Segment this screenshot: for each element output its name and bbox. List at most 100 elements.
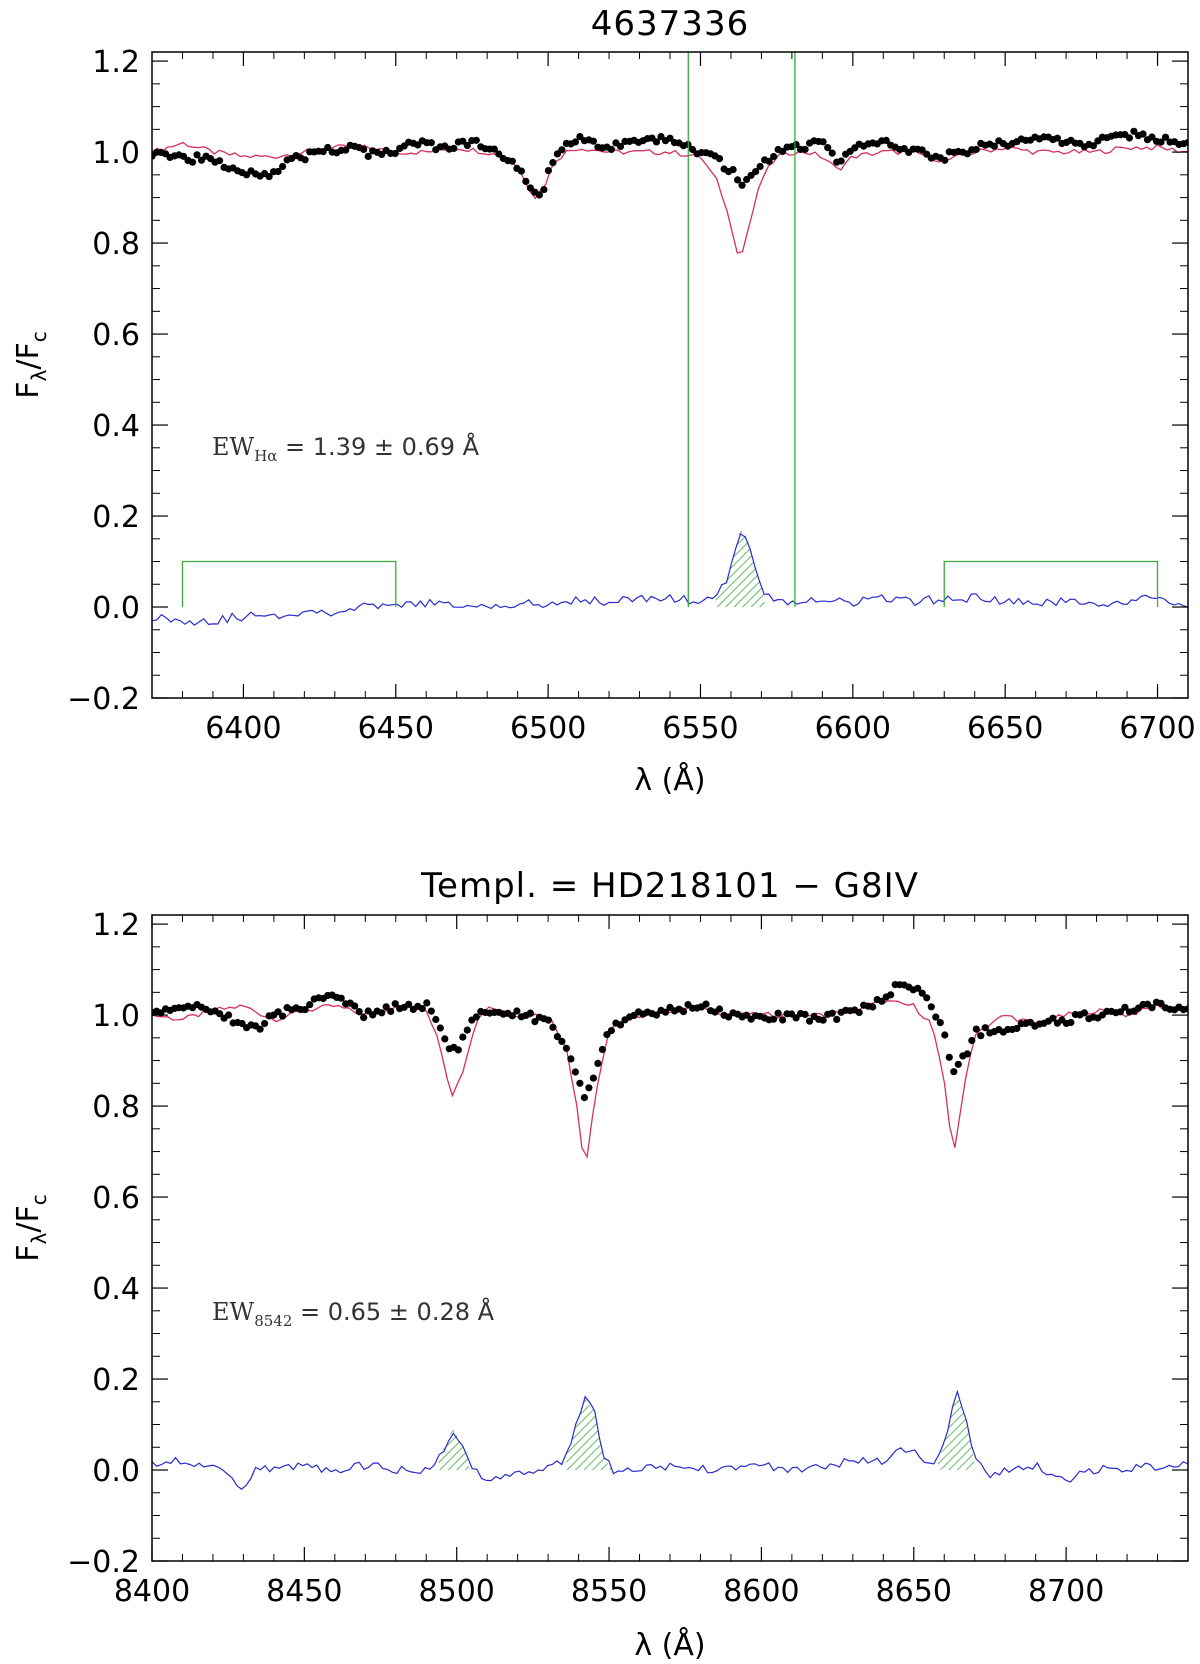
panel-1-y-axis-title: Fλ/Fc xyxy=(11,331,51,398)
observed-data-point xyxy=(1184,139,1188,147)
residual-spectrum-line xyxy=(152,532,1188,626)
panel-2-y-axis-title: Fλ/Fc xyxy=(11,1194,51,1261)
observed-data-point xyxy=(567,1055,575,1063)
observed-data-point xyxy=(382,1003,390,1011)
observed-data-point xyxy=(806,1017,814,1025)
observed-data-point xyxy=(616,1021,625,1029)
observed-data-point xyxy=(950,1068,958,1076)
observed-data-point xyxy=(770,152,778,161)
observed-data-point xyxy=(734,176,742,184)
y-tick-label: 1.2 xyxy=(92,908,140,943)
observed-data-point xyxy=(887,991,895,999)
observed-data-point xyxy=(544,167,553,175)
observed-data-point xyxy=(463,1026,471,1034)
observed-data-point xyxy=(725,1013,733,1021)
panel-1-ticks: 6400 6450 6500 6550 6600 6650 6700 −0.2 0.0 0.2 0.… xyxy=(67,45,1196,746)
panel-2-plot-area xyxy=(152,981,1188,1490)
y-tick-label: 0.6 xyxy=(92,1181,140,1216)
observed-data-point xyxy=(495,150,503,158)
observed-data-point xyxy=(355,1008,363,1016)
observed-data-point xyxy=(752,168,760,176)
x-tick-label: 8500 xyxy=(419,1574,495,1609)
observed-data-point xyxy=(765,157,773,165)
observed-data-point xyxy=(418,1005,426,1013)
observed-data-point xyxy=(972,1025,980,1033)
observed-data-point xyxy=(531,1018,539,1026)
observed-data-point xyxy=(517,167,526,175)
observed-data-point xyxy=(526,184,535,192)
observed-data-point xyxy=(1049,1014,1057,1022)
y-tick-label: 0.2 xyxy=(92,1363,140,1398)
observed-data-point xyxy=(743,175,751,184)
observed-data-point xyxy=(589,137,598,145)
observed-data-point xyxy=(387,1007,395,1016)
observed-data-point xyxy=(1067,1018,1075,1027)
observed-data-point xyxy=(1148,133,1156,141)
observed-data-point xyxy=(342,146,350,154)
observed-data-point xyxy=(508,157,516,165)
observed-data-point xyxy=(661,1008,670,1016)
observed-data-point xyxy=(225,1011,233,1019)
observed-data-point xyxy=(391,1000,399,1008)
observed-data-point xyxy=(774,1009,782,1017)
panel-1-plot-area xyxy=(152,52,1188,626)
x-tick-label: 8650 xyxy=(876,1574,952,1609)
observed-data-point xyxy=(941,156,949,164)
observed-data-point xyxy=(779,1016,787,1024)
observed-data-point xyxy=(598,1045,607,1054)
x-tick-label: 6600 xyxy=(815,711,891,746)
observed-data-point xyxy=(779,147,787,156)
observed-data-point xyxy=(238,1019,246,1028)
observed-data-point xyxy=(301,156,309,164)
observed-data-point xyxy=(1116,1008,1124,1016)
observed-data-point xyxy=(972,145,980,154)
y-tick-label: −0.2 xyxy=(67,1545,140,1580)
observed-data-point xyxy=(306,1001,314,1009)
x-tick-label: 6450 xyxy=(358,711,434,746)
hatched-emission-region-1 xyxy=(438,1429,469,1470)
observed-data-point xyxy=(936,1019,944,1027)
x-tick-label: 6500 xyxy=(510,711,586,746)
y-tick-label: 0.0 xyxy=(92,591,140,626)
observed-data-point xyxy=(558,146,566,154)
observed-data-point xyxy=(801,145,809,153)
observed-data-point xyxy=(513,1007,521,1015)
observed-data-point xyxy=(981,1024,989,1032)
observed-data-point xyxy=(616,142,625,151)
observed-data-point xyxy=(756,162,764,171)
observed-data-point xyxy=(715,1005,724,1013)
observed-data-point xyxy=(1013,1024,1021,1033)
observed-data-point xyxy=(562,1044,571,1052)
observed-data-point xyxy=(833,1015,841,1024)
observed-data-point xyxy=(301,1006,309,1014)
panel-1-title: 4637336 xyxy=(591,4,749,44)
observed-data-point xyxy=(932,1013,940,1021)
observed-data-point xyxy=(540,186,548,194)
observed-data-point xyxy=(738,181,746,189)
hatched-emission-region-1 xyxy=(715,529,765,607)
observed-data-point xyxy=(193,151,201,159)
observed-data-point xyxy=(441,1035,449,1043)
observed-data-point xyxy=(954,1060,962,1068)
observed-data-point xyxy=(585,1084,593,1092)
y-tick-label: 0.0 xyxy=(92,1454,140,1489)
y-tick-label: 1.0 xyxy=(92,999,140,1034)
y-tick-label: 1.0 xyxy=(92,136,140,171)
observed-data-point xyxy=(819,1016,827,1024)
observed-data-point xyxy=(918,989,926,997)
panel-2-ticks: 8400 8450 8500 8550 8600 8650 8700 −0.2 0.0 0.2 0.… xyxy=(67,908,1189,1609)
observed-data-point xyxy=(652,1011,661,1019)
observed-data-point xyxy=(652,138,661,146)
observed-data-point xyxy=(607,1027,616,1035)
observed-data-point xyxy=(1157,999,1165,1008)
observed-data-point xyxy=(351,1002,359,1010)
observed-data-point xyxy=(490,145,498,153)
observed-data-point xyxy=(508,1012,516,1020)
observed-data-point xyxy=(391,149,399,158)
x-tick-label: 8600 xyxy=(723,1574,799,1609)
observed-data-point xyxy=(801,1010,809,1019)
observed-data-point xyxy=(1161,133,1170,141)
panel-2: Templ. = HD218101 − G8IV 8400 8450 8500 855… xyxy=(11,866,1189,1663)
observed-data-point xyxy=(265,173,273,181)
